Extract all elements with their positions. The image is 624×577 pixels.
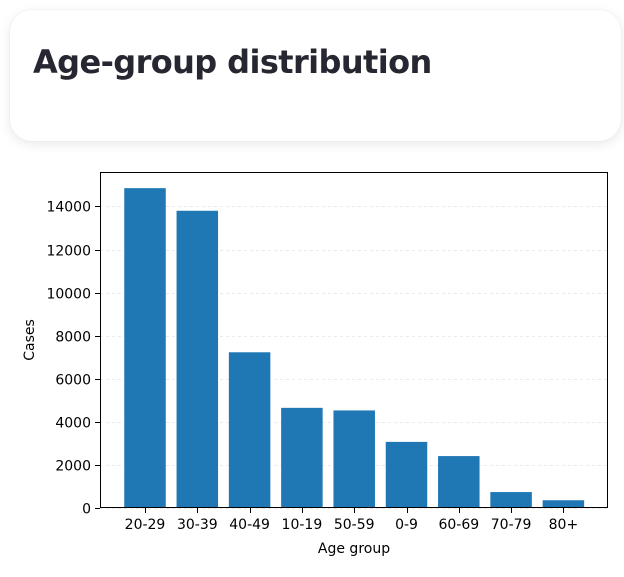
y-tick-label: 0 <box>82 502 91 518</box>
x-tick-label: 70-79 <box>491 517 532 533</box>
bar-70-79 <box>490 492 532 508</box>
bar-30-39 <box>176 210 219 508</box>
x-tick-label: 30-39 <box>177 517 218 533</box>
y-axis-ticks: 0 2000 4000 6000 8000 10000 12000 14000 <box>46 200 100 518</box>
y-tick-label: 6000 <box>55 373 91 389</box>
x-tick-label: 60-69 <box>438 517 479 533</box>
header-card: Age-group distribution <box>10 10 621 141</box>
y-tick-label: 4000 <box>55 416 91 432</box>
y-tick-label: 10000 <box>46 287 91 303</box>
x-tick-label: 20-29 <box>125 517 166 533</box>
x-tick-label: 10-19 <box>282 517 323 533</box>
x-tick-label: 40-49 <box>229 517 270 533</box>
bar-0-9 <box>385 441 428 508</box>
bar-80+ <box>542 500 585 508</box>
page-title: Age-group distribution <box>33 43 432 81</box>
bar-20-29 <box>124 188 166 508</box>
bar-60-69 <box>438 456 480 508</box>
bar-chart: 0 2000 4000 6000 8000 10000 12000 14000 20-29 30… <box>22 172 608 557</box>
bar-40-49 <box>228 352 271 508</box>
x-axis-ticks: 20-29 30-39 40-49 10-19 50-59 0-9 60-69 70-79 80… <box>125 508 579 533</box>
x-tick-label: 80+ <box>549 517 579 533</box>
y-tick-label: 12000 <box>46 244 91 260</box>
y-axis-label: Cases <box>22 319 38 361</box>
x-axis-label: Age group <box>318 541 390 557</box>
bars <box>124 188 585 508</box>
bar-10-19 <box>281 407 323 508</box>
x-tick-label: 0-9 <box>395 517 418 533</box>
x-tick-label: 50-59 <box>334 517 375 533</box>
bar-50-59 <box>333 410 375 508</box>
y-tick-label: 2000 <box>55 459 91 475</box>
plot-frame <box>100 172 608 508</box>
y-tick-label: 8000 <box>55 330 91 346</box>
y-tick-label: 14000 <box>46 200 91 216</box>
